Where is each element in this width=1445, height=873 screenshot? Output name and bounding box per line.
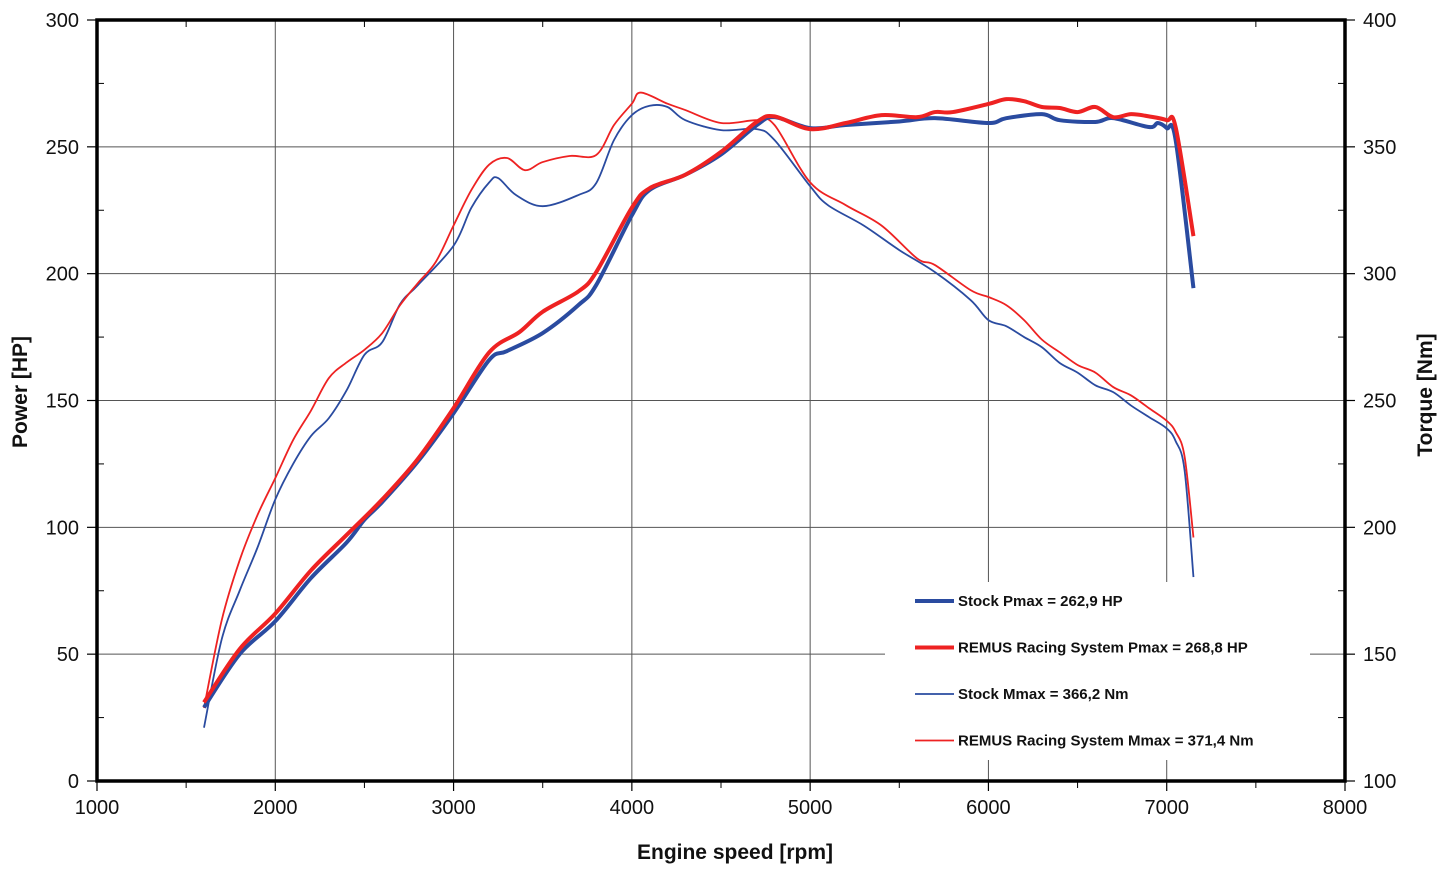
series-line-1: [202, 97, 1196, 704]
legend: Stock Pmax = 262,9 HP REMUS Racing System…: [885, 582, 1310, 760]
y2-tick-label: 150: [1363, 644, 1396, 666]
x-tick-label: 4000: [610, 797, 655, 819]
series-line-3: [203, 91, 1195, 709]
ticks: 1000 2000 3000 4000 5000 6000 7000 8000 0 50 100 15…: [46, 10, 1397, 819]
x-axis-label: Engine speed [rpm]: [637, 841, 833, 864]
y-tick-label: 50: [57, 644, 79, 666]
x-tick-label: 8000: [1323, 797, 1368, 819]
y-tick-label: 150: [46, 391, 79, 413]
legend-label: REMUS Racing System Pmax = 268,8 HP: [958, 640, 1248, 657]
grid: [97, 20, 1345, 781]
y2-tick-label: 400: [1363, 10, 1396, 32]
x-tick-label: 7000: [1144, 797, 1189, 819]
x-tick-label: 2000: [253, 797, 298, 819]
x-tick-label: 1000: [75, 797, 120, 819]
y2-tick-label: 100: [1363, 771, 1396, 793]
x-tick-label: 5000: [788, 797, 833, 819]
x-tick-label: 6000: [966, 797, 1011, 819]
x-tick-label: 3000: [431, 797, 476, 819]
y-tick-label: 300: [46, 10, 79, 32]
legend-label: Stock Pmax = 262,9 HP: [958, 593, 1123, 610]
y-tick-label: 0: [68, 771, 79, 793]
y-tick-label: 100: [46, 517, 79, 539]
y2-tick-label: 300: [1363, 264, 1396, 286]
y-tick-label: 250: [46, 137, 79, 159]
legend-label: REMUS Racing System Mmax = 371,4 Nm: [958, 733, 1254, 750]
y-axis-label: Power [HP]: [9, 336, 32, 448]
legend-label: Stock Mmax = 366,2 Nm: [958, 686, 1129, 703]
y2-axis-label: Torque [Nm]: [1414, 333, 1437, 456]
y2-tick-label: 200: [1363, 517, 1396, 539]
y2-tick-label: 250: [1363, 391, 1396, 413]
series-line-2: [203, 104, 1195, 728]
legend-box: [885, 582, 1310, 760]
curves: [202, 91, 1196, 728]
y2-tick-label: 350: [1363, 137, 1396, 159]
y-tick-label: 200: [46, 264, 79, 286]
